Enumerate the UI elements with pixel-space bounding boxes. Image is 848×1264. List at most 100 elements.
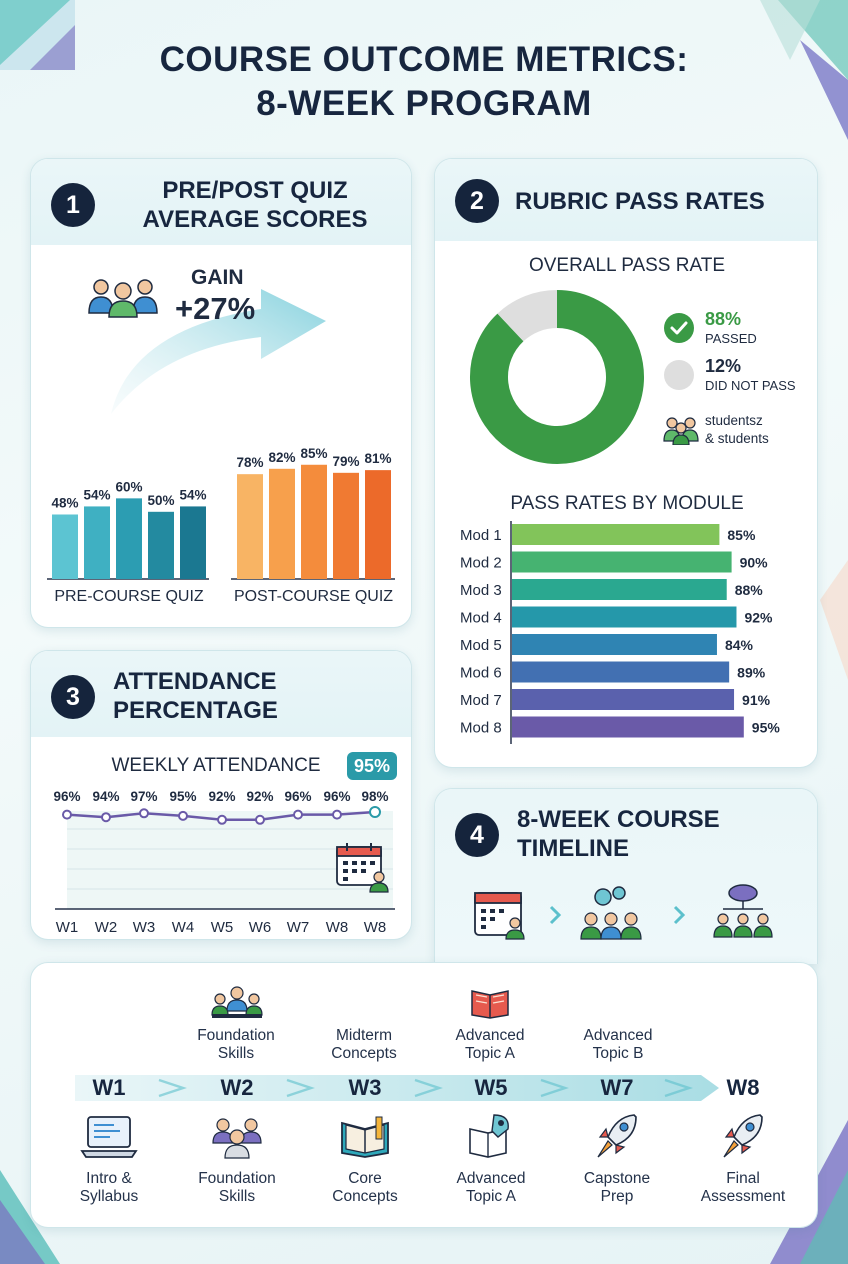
top-label-3-line2: Topic A: [465, 1045, 515, 1062]
module-bar-1: [512, 524, 720, 545]
module-value-label-3: 88%: [735, 582, 764, 598]
bottom-label-3-line2: Concepts: [332, 1188, 398, 1205]
attendance-point-4: [178, 810, 188, 821]
bottom-label-1-line1: Intro &: [86, 1170, 132, 1187]
failed-value: 12%: [705, 356, 742, 376]
check-icon: [664, 313, 694, 343]
module-category-3: Mod 3: [460, 582, 502, 599]
attendance-value-label-2: 94%: [92, 789, 119, 804]
attendance-week-label-8: W8: [326, 919, 349, 936]
module-category-4: Mod 4: [460, 610, 502, 627]
not-pass-icon: [664, 360, 694, 390]
section-number-4: 4: [455, 813, 499, 857]
module-value-label-2: 90%: [740, 555, 769, 571]
bottom-label-3-line1: Core: [348, 1170, 382, 1187]
final-rocket-icon: [723, 1114, 763, 1158]
module-value-label-5: 84%: [725, 637, 754, 653]
timeline-week-3: W3: [348, 1075, 382, 1100]
top-label-4: Advanced Topic B: [563, 1027, 673, 1063]
attendance-value-label-8: 96%: [323, 789, 350, 804]
passed-value: 88%: [705, 309, 742, 329]
timeline-track: [75, 1075, 719, 1101]
top-label-1-line2: Skills: [217, 1045, 255, 1062]
attendance-week-label-9: W8: [364, 919, 387, 936]
pre-bar-5: [180, 506, 206, 579]
module-pass-chart: Mod 1 85% Mod 2 90% Mod 3 88% Mod 4 92% Mod 5 84%…: [460, 521, 780, 744]
post-bar-3: [301, 464, 327, 579]
calendar-icon: [336, 843, 389, 893]
post-value-label-4: 79%: [332, 454, 359, 469]
timeline-week-5: W7: [600, 1075, 634, 1100]
attendance-value-label-7: 96%: [284, 789, 311, 804]
students-icon: [663, 417, 699, 445]
bottom-label-5: Capstone Prep: [562, 1170, 672, 1206]
section-number-2: 2: [455, 179, 499, 223]
timeline-week-6: W8: [726, 1075, 760, 1100]
students-group-icon: [88, 279, 158, 318]
pre-value-label-2: 54%: [83, 487, 110, 502]
page-title-line1: COURSE OUTCOME METRICS:: [159, 40, 689, 79]
attendance-week-label-4: W4: [172, 919, 195, 936]
top-label-4-line2: Topic B: [592, 1045, 644, 1062]
attendance-week-label-5: W5: [211, 919, 234, 936]
students-line2: & students: [705, 431, 769, 446]
rubric-card: 2 RUBRIC PASS RATES OVERALL PASS RATE 88…: [434, 158, 818, 768]
bottom-label-6: Final Assessment: [688, 1170, 798, 1206]
post-bar-1: [237, 474, 263, 579]
gain-arrow-icon: [111, 289, 326, 414]
module-bar-7: [512, 689, 735, 710]
bottom-label-5-line1: Capstone: [583, 1170, 651, 1187]
bottom-label-4: Advanced Topic A: [436, 1170, 546, 1206]
section-number-3: 3: [51, 675, 95, 719]
module-bar-2: [512, 551, 732, 573]
pre-value-label-1: 48%: [51, 495, 78, 510]
attendance-card: 3 ATTENDANCE PERCENTAGE WEEKLY ATTENDANC…: [30, 650, 412, 940]
module-value-label-4: 92%: [744, 610, 773, 626]
foundation-team-icon: [211, 986, 263, 1018]
bottom-label-4-line2: Topic A: [466, 1188, 516, 1205]
pre-bar-1: [52, 514, 78, 579]
timeline-title-line1: 8-WEEK COURSE: [517, 806, 720, 833]
top-label-1: Foundation Skills: [181, 1027, 291, 1063]
bottom-label-6-line1: Final: [726, 1170, 760, 1187]
attendance-value-label-9: 98%: [361, 789, 388, 804]
foundation-people-icon: [212, 1118, 262, 1159]
failed-label: DID NOT PASS: [705, 378, 796, 393]
rocket-icon: [597, 1114, 637, 1158]
timeline-week-1: W1: [92, 1075, 126, 1100]
attendance-point-7: [293, 809, 303, 820]
page-title: COURSE OUTCOME METRICS: 8-WEEK PROGRAM: [0, 38, 848, 126]
pre-bar-2: [84, 506, 110, 579]
attendance-title-line2: PERCENTAGE: [113, 697, 278, 724]
bottom-label-2-line1: Foundation: [198, 1170, 276, 1187]
pre-value-label-5: 54%: [179, 487, 206, 502]
donut-slice-passed: [470, 290, 644, 464]
pre-bar-3: [116, 498, 142, 579]
module-category-8: Mod 8: [460, 720, 502, 737]
timeline-card-body: W1 W2 W3 W5 W7 W8 Foundation Skills Midt…: [30, 962, 818, 1228]
attendance-point-9: [369, 806, 381, 818]
post-value-label-3: 85%: [300, 446, 327, 461]
quiz-bar-chart: 48% 54% 60% 50% 54% 78% 82% 85% 79% 81%: [47, 446, 395, 580]
timeline-title-line2: TIMELINE: [517, 835, 629, 862]
attendance-week-label-6: W6: [249, 919, 272, 936]
gain-label: GAIN: [191, 266, 244, 289]
attendance-point-6: [255, 814, 265, 825]
top-label-4-line1: Advanced: [583, 1027, 653, 1044]
pre-value-label-3: 60%: [115, 479, 142, 494]
post-value-label-5: 81%: [364, 451, 391, 466]
timeline-week-4: W5: [474, 1075, 508, 1100]
module-bar-4: [512, 606, 737, 628]
module-category-5: Mod 5: [460, 637, 502, 654]
quiz-title-line2: AVERAGE SCORES: [142, 206, 368, 233]
quiz-title-line1: PRE/POST QUIZ: [162, 177, 348, 204]
module-category-1: Mod 1: [460, 527, 502, 544]
module-bar-3: [512, 579, 727, 600]
laptop-icon: [80, 1116, 138, 1158]
weekly-attendance-title: WEEKLY ATTENDANCE: [111, 755, 321, 776]
open-book-icon: [471, 990, 509, 1019]
attendance-badge: 95%: [347, 752, 397, 780]
overall-pass-title: OVERALL PASS RATE: [528, 255, 726, 276]
donut-slice-did-not-pass: [497, 290, 558, 342]
timeline-summary-icons: [474, 884, 773, 940]
